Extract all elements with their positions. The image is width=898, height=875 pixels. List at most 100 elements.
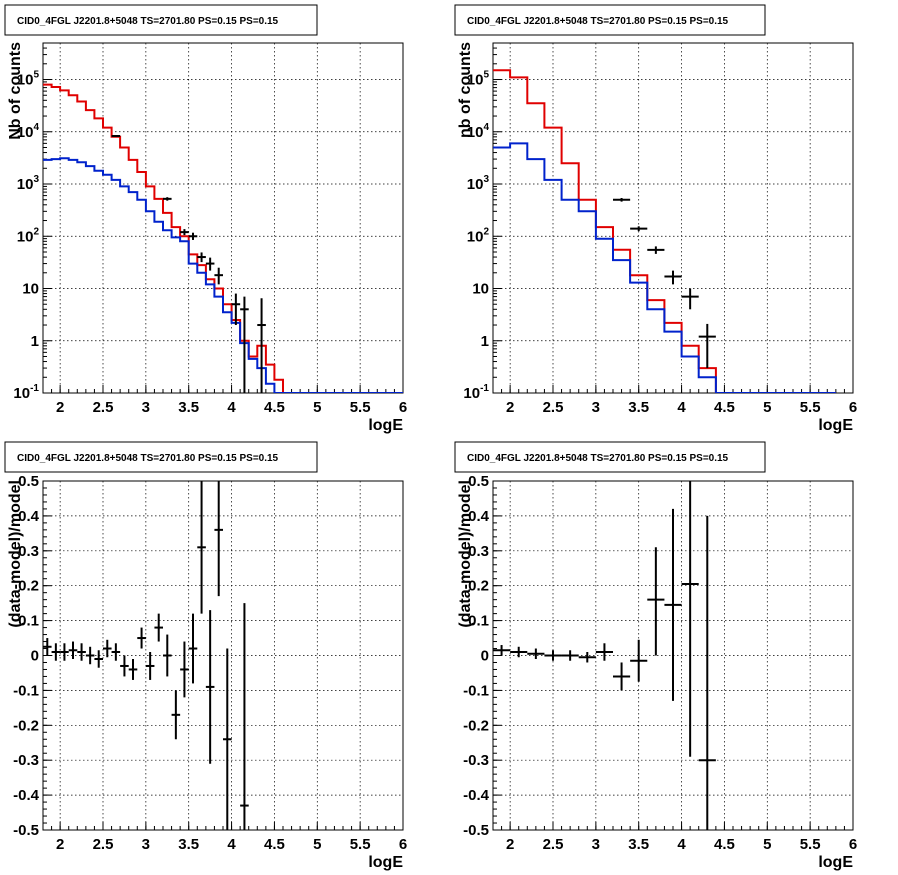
data-point (163, 634, 172, 677)
x-tick-label: 2 (506, 399, 514, 416)
data-point (111, 643, 121, 661)
series-layer (43, 481, 249, 830)
x-tick-label: 3 (142, 399, 150, 416)
x-tick-label: 4.5 (264, 836, 285, 853)
y-tick-label: 0.3 (18, 543, 39, 560)
y-tick-label: -0.5 (463, 822, 489, 839)
y-tick-label: 0.4 (18, 508, 40, 525)
data-point (77, 643, 86, 661)
data-point (214, 267, 223, 285)
x-tick-label: 5.5 (350, 836, 371, 853)
y-tick-label: -0.4 (13, 787, 40, 804)
x-tick-label: 4.5 (714, 836, 735, 853)
data-point (664, 508, 682, 701)
y-axis-label: nb of counts (457, 42, 474, 138)
data-point (205, 610, 215, 764)
data-point (197, 481, 206, 614)
data-point (197, 252, 206, 263)
y-tick-label: 0.1 (468, 613, 489, 630)
data-point (205, 257, 215, 271)
x-tick-label: 4.5 (714, 399, 735, 416)
x-tick-label: 5 (313, 836, 321, 853)
x-tick-label: 4 (677, 399, 686, 416)
x-tick-label: 2 (506, 836, 514, 853)
x-tick-label: 4 (227, 399, 236, 416)
x-tick-label: 5 (763, 836, 771, 853)
x-tick-label: 5 (763, 399, 771, 416)
x-axis-label: logE (368, 417, 403, 434)
data-point (510, 646, 528, 658)
data-point (647, 246, 665, 254)
data-point (163, 197, 172, 201)
y-tick-label: 102 (467, 226, 490, 245)
model-total-histogram (43, 83, 403, 393)
data-point (681, 481, 699, 757)
data-point (68, 641, 78, 659)
y-tick-label: 103 (467, 174, 490, 193)
chart-title: CID0_4FGL J2201.8+5048 TS=2701.80 PS=0.1… (467, 453, 729, 464)
x-tick-label: 3.5 (178, 836, 199, 853)
title-box (454, 441, 766, 473)
data-point (94, 650, 103, 668)
x-tick-label: 5.5 (800, 836, 821, 853)
y-tick-label: -0.3 (13, 752, 39, 769)
data-point (544, 650, 562, 661)
y-tick-label: 1 (31, 333, 39, 350)
y-tick-label: 104 (17, 122, 40, 141)
y-axis-label: (data-model)/model (457, 480, 474, 628)
data-point (231, 293, 241, 326)
y-tick-label: -0.2 (463, 717, 489, 734)
data-point (561, 650, 579, 661)
series-layer (493, 69, 836, 393)
data-point (137, 627, 146, 649)
x-tick-label: 6 (399, 836, 407, 853)
y-tick-label: 0.2 (18, 578, 39, 595)
chart-title: CID0_4FGL J2201.8+5048 TS=2701.80 PS=0.1… (17, 16, 279, 27)
data-point (103, 639, 112, 658)
data-point (681, 288, 699, 310)
x-tick-label: 3.5 (628, 399, 649, 416)
y-tick-label: 0.2 (468, 578, 489, 595)
title-box (4, 441, 318, 473)
y-tick-label: -0.5 (13, 822, 39, 839)
data-point (120, 655, 129, 677)
data-point (613, 197, 631, 202)
y-tick-label: 10 (472, 281, 489, 298)
chart-title: CID0_4FGL J2201.8+5048 TS=2701.80 PS=0.1… (467, 16, 729, 27)
data-point (527, 648, 545, 659)
x-tick-label: 5.5 (800, 399, 821, 416)
chart-panel-br: 2 2.5 3 3.5 4 4.5 5 5.5 6 -0.5 -0.4 -0.3 -0.2 -0.1 0 0.… (454, 441, 857, 871)
y-tick-label: 104 (467, 122, 490, 141)
y-tick-label: 0.5 (468, 473, 489, 490)
data-point (493, 645, 511, 656)
y-tick-label: 1 (481, 333, 489, 350)
title-box (4, 4, 318, 36)
y-tick-label: 105 (17, 70, 40, 89)
y-tick-label: 10 (22, 281, 39, 298)
chart-title: CID0_4FGL J2201.8+5048 TS=2701.80 PS=0.1… (17, 453, 279, 464)
x-tick-label: 4 (677, 836, 686, 853)
data-point (578, 652, 596, 663)
model-source-histogram (493, 142, 836, 393)
x-tick-label: 4.5 (264, 399, 285, 416)
y-axis-label: Nb of counts (7, 42, 24, 140)
y-tick-label: -0.4 (463, 787, 490, 804)
data-point (257, 298, 266, 393)
data-point (664, 270, 682, 285)
data-point (647, 547, 665, 656)
x-tick-label: 5 (313, 399, 321, 416)
data-point (240, 603, 249, 830)
data-point (145, 652, 155, 680)
data-point (240, 296, 249, 393)
y-tick-label: 105 (467, 70, 490, 89)
x-tick-label: 3 (142, 836, 150, 853)
data-point (43, 638, 52, 656)
data-point (630, 639, 648, 682)
data-point (154, 613, 163, 642)
data-point (51, 643, 61, 661)
x-tick-label: 6 (399, 399, 407, 416)
data-point (630, 226, 648, 232)
data-point (128, 658, 138, 680)
x-axis-label: logE (818, 854, 853, 871)
data-point (188, 613, 198, 684)
